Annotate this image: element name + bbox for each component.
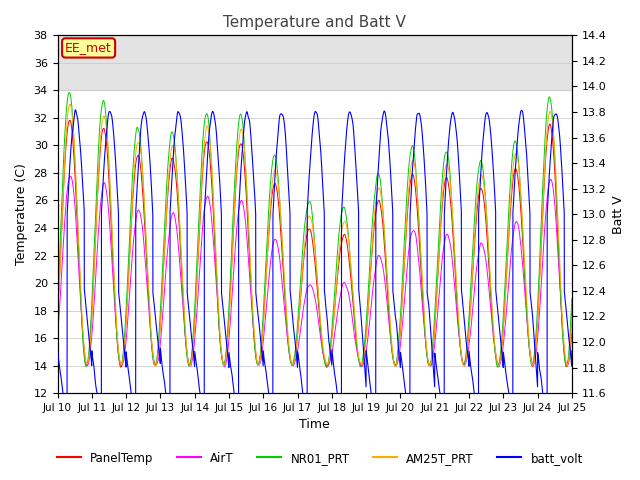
Text: EE_met: EE_met bbox=[65, 41, 112, 54]
Title: Temperature and Batt V: Temperature and Batt V bbox=[223, 15, 406, 30]
Y-axis label: Temperature (C): Temperature (C) bbox=[15, 163, 28, 265]
Legend: PanelTemp, AirT, NR01_PRT, AM25T_PRT, batt_volt: PanelTemp, AirT, NR01_PRT, AM25T_PRT, ba… bbox=[52, 447, 588, 469]
X-axis label: Time: Time bbox=[300, 419, 330, 432]
Bar bbox=[58, 36, 572, 90]
Y-axis label: Batt V: Batt V bbox=[612, 195, 625, 234]
